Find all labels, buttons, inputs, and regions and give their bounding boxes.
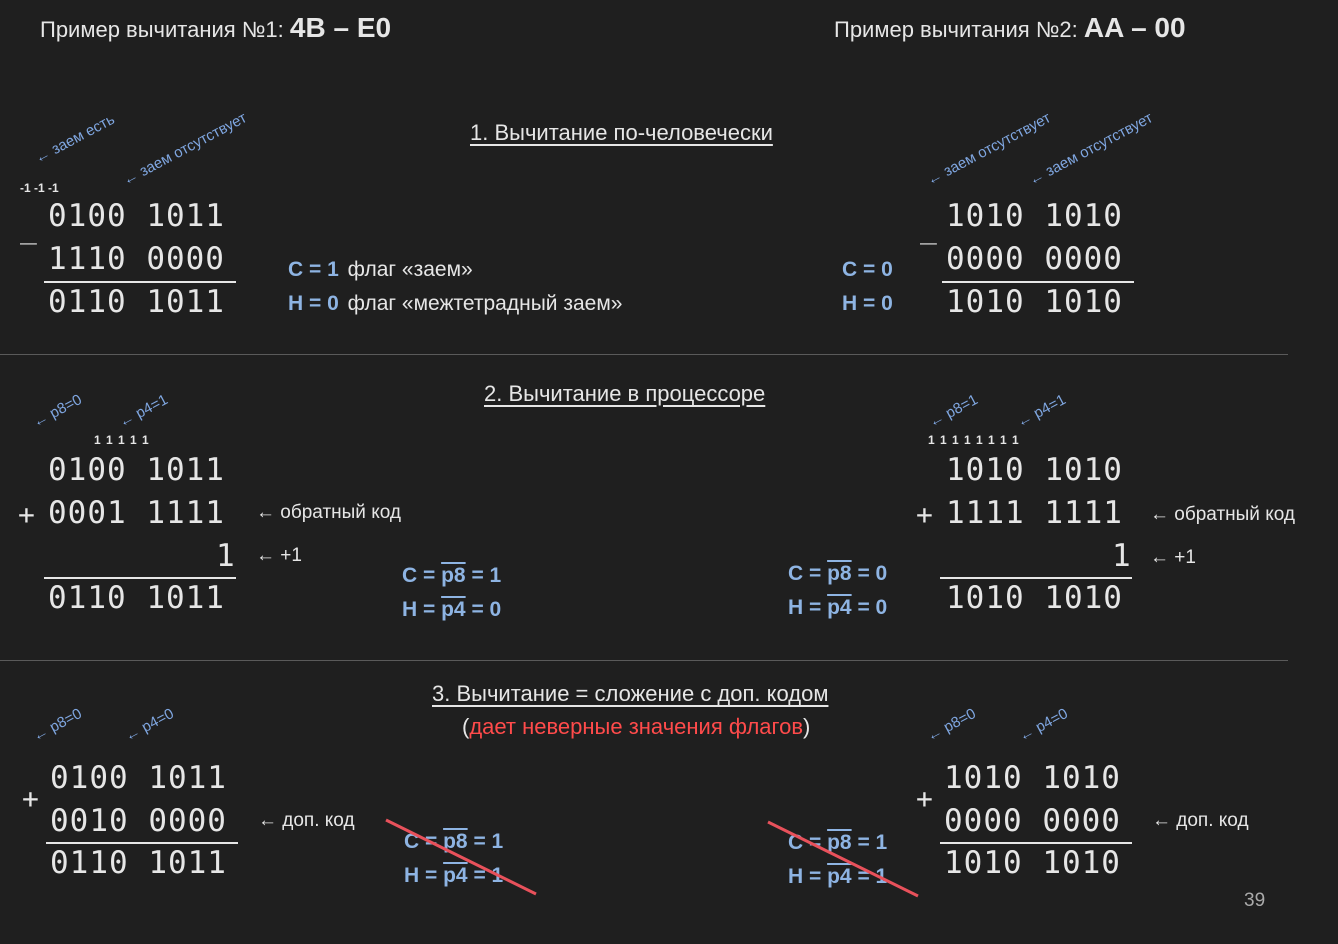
flag-h-value: = 1 [467, 864, 504, 887]
sum-result: 0110 1011 [50, 845, 227, 881]
difference: 0110 1011 [48, 284, 225, 320]
strike-line-right [767, 820, 919, 898]
flag-h-formula: H = p4 = 1 [404, 864, 503, 888]
section3-subtitle: (дает неверные значения флагов) [462, 714, 810, 740]
sum-rule [942, 281, 1134, 283]
operand-2: 0010 0000 [50, 803, 227, 839]
flag-h-overline: p4 [443, 864, 468, 887]
flag-h-formula: H = p4 = 0 [788, 596, 887, 620]
sum-result: 1010 1010 [944, 845, 1121, 881]
note-plus-one: ← +1 [1150, 547, 1196, 568]
operand-2: 0000 0000 [944, 803, 1121, 839]
operand-1: 0100 1011 [50, 760, 227, 796]
flag-c-prefix: C = [402, 564, 442, 587]
minuend: 1010 1010 [946, 198, 1123, 234]
flag-c-row: C = 1 флаг «заем» [288, 258, 473, 282]
carry-marks: 1 1 1 1 1 [94, 433, 149, 447]
subtrahend: 0000 0000 [946, 241, 1123, 277]
flag-h-value: = 0 [465, 598, 502, 621]
flag-h-prefix: H = [402, 598, 442, 621]
flag-c-prefix: C = [404, 830, 444, 853]
flag-h-text: флаг «межтетрадный заем» [347, 292, 623, 315]
sum-rule [46, 842, 238, 844]
example2-title: Пример вычитания №2: AA – 00 [834, 12, 1186, 44]
minus-sign: _ [20, 212, 37, 245]
note-plus-one: ← +1 [256, 545, 302, 566]
flag-c-value: = 1 [851, 831, 888, 854]
section3-title: 3. Вычитание = сложение с доп. кодом [432, 681, 829, 706]
flag-c-formula: C = p8 = 1 [404, 830, 503, 854]
plus-sign: + [916, 498, 933, 531]
flag-h-prefix: H = [788, 596, 828, 619]
flag-c-overline: p8 [443, 830, 468, 853]
flag-h-prefix: H = [788, 865, 828, 888]
strike-line-left [385, 818, 537, 896]
subtitle-open-paren: ( [462, 714, 470, 739]
flag-c-prefix: C = [788, 562, 828, 585]
flag-h-overline: p4 [827, 865, 852, 888]
section1-title: 1. Вычитание по-человечески [470, 120, 773, 145]
example1-expression: 4B – E0 [289, 12, 392, 43]
difference: 1010 1010 [946, 284, 1123, 320]
operand-3: 1 [216, 538, 236, 574]
operand-2: 0001 1111 [48, 495, 225, 531]
operand-2: 1111 1111 [946, 495, 1123, 531]
example1-title: Пример вычитания №1: 4B – E0 [40, 12, 391, 44]
subtitle-warning: дает неверные значения флагов [469, 714, 804, 739]
plus-sign: + [18, 498, 35, 531]
flag-h-label: H = 0 [842, 292, 893, 315]
operand-3: 1 [1112, 538, 1132, 574]
flag-h-row: H = 0 флаг «межтетрадный заем» [288, 292, 622, 316]
minuend: 0100 1011 [48, 198, 225, 234]
flag-c-overline: p8 [827, 831, 852, 854]
flag-h-overline: p4 [827, 596, 852, 619]
flag-c-label: C = 1 [288, 258, 339, 281]
section-divider [0, 660, 1288, 661]
section2-title: 2. Вычитание в процессоре [484, 381, 766, 406]
operand-1: 1010 1010 [946, 452, 1123, 488]
note-twos-complement: ← доп. код [258, 810, 355, 831]
sum-result: 0110 1011 [48, 580, 225, 616]
flag-h-label: H = 0 [288, 292, 339, 315]
operand-1: 0100 1011 [48, 452, 225, 488]
flag-c-value: = 1 [467, 830, 504, 853]
example2-expression: AA – 00 [1083, 12, 1186, 43]
carry-marks: 1 1 1 1 1 1 1 1 [928, 433, 1019, 447]
section-divider [0, 354, 1288, 355]
plus-sign: + [22, 782, 39, 815]
note-inverse-code: ← обратный код [256, 502, 401, 523]
flag-h-prefix: H = [404, 864, 444, 887]
sum-result: 1010 1010 [946, 580, 1123, 616]
sum-rule [940, 577, 1132, 579]
note-twos-complement: ← доп. код [1152, 810, 1249, 831]
flag-c-formula: C = p8 = 1 [788, 831, 887, 855]
flag-c-value: = 0 [851, 562, 888, 585]
flag-c-formula: C = p8 = 1 [402, 564, 501, 588]
page-number: 39 [1244, 890, 1266, 911]
sum-rule [940, 842, 1132, 844]
note-inverse-code: ← обратный код [1150, 504, 1295, 525]
flag-c-formula: C = p8 = 0 [788, 562, 887, 586]
flag-h-overline: p4 [441, 598, 466, 621]
subtitle-close-paren: ) [803, 714, 811, 739]
minus-sign: _ [920, 212, 937, 245]
subtrahend: 1110 0000 [48, 241, 225, 277]
flag-c-value: = 1 [465, 564, 502, 587]
flag-h-value: = 0 [851, 596, 888, 619]
sum-rule [44, 281, 236, 283]
example2-prefix: Пример вычитания №2: [834, 17, 1084, 42]
sum-rule [44, 577, 236, 579]
flag-c-overline: p8 [827, 562, 852, 585]
example1-prefix: Пример вычитания №1: [40, 17, 290, 42]
flag-h-formula: H = p4 = 0 [402, 598, 501, 622]
flag-c-label: C = 0 [842, 258, 893, 281]
borrow-marks: -1 -1 -1 [20, 181, 59, 195]
plus-sign: + [916, 782, 933, 815]
flag-c-text: флаг «заем» [347, 258, 473, 281]
flag-c-overline: p8 [441, 564, 466, 587]
operand-1: 1010 1010 [944, 760, 1121, 796]
